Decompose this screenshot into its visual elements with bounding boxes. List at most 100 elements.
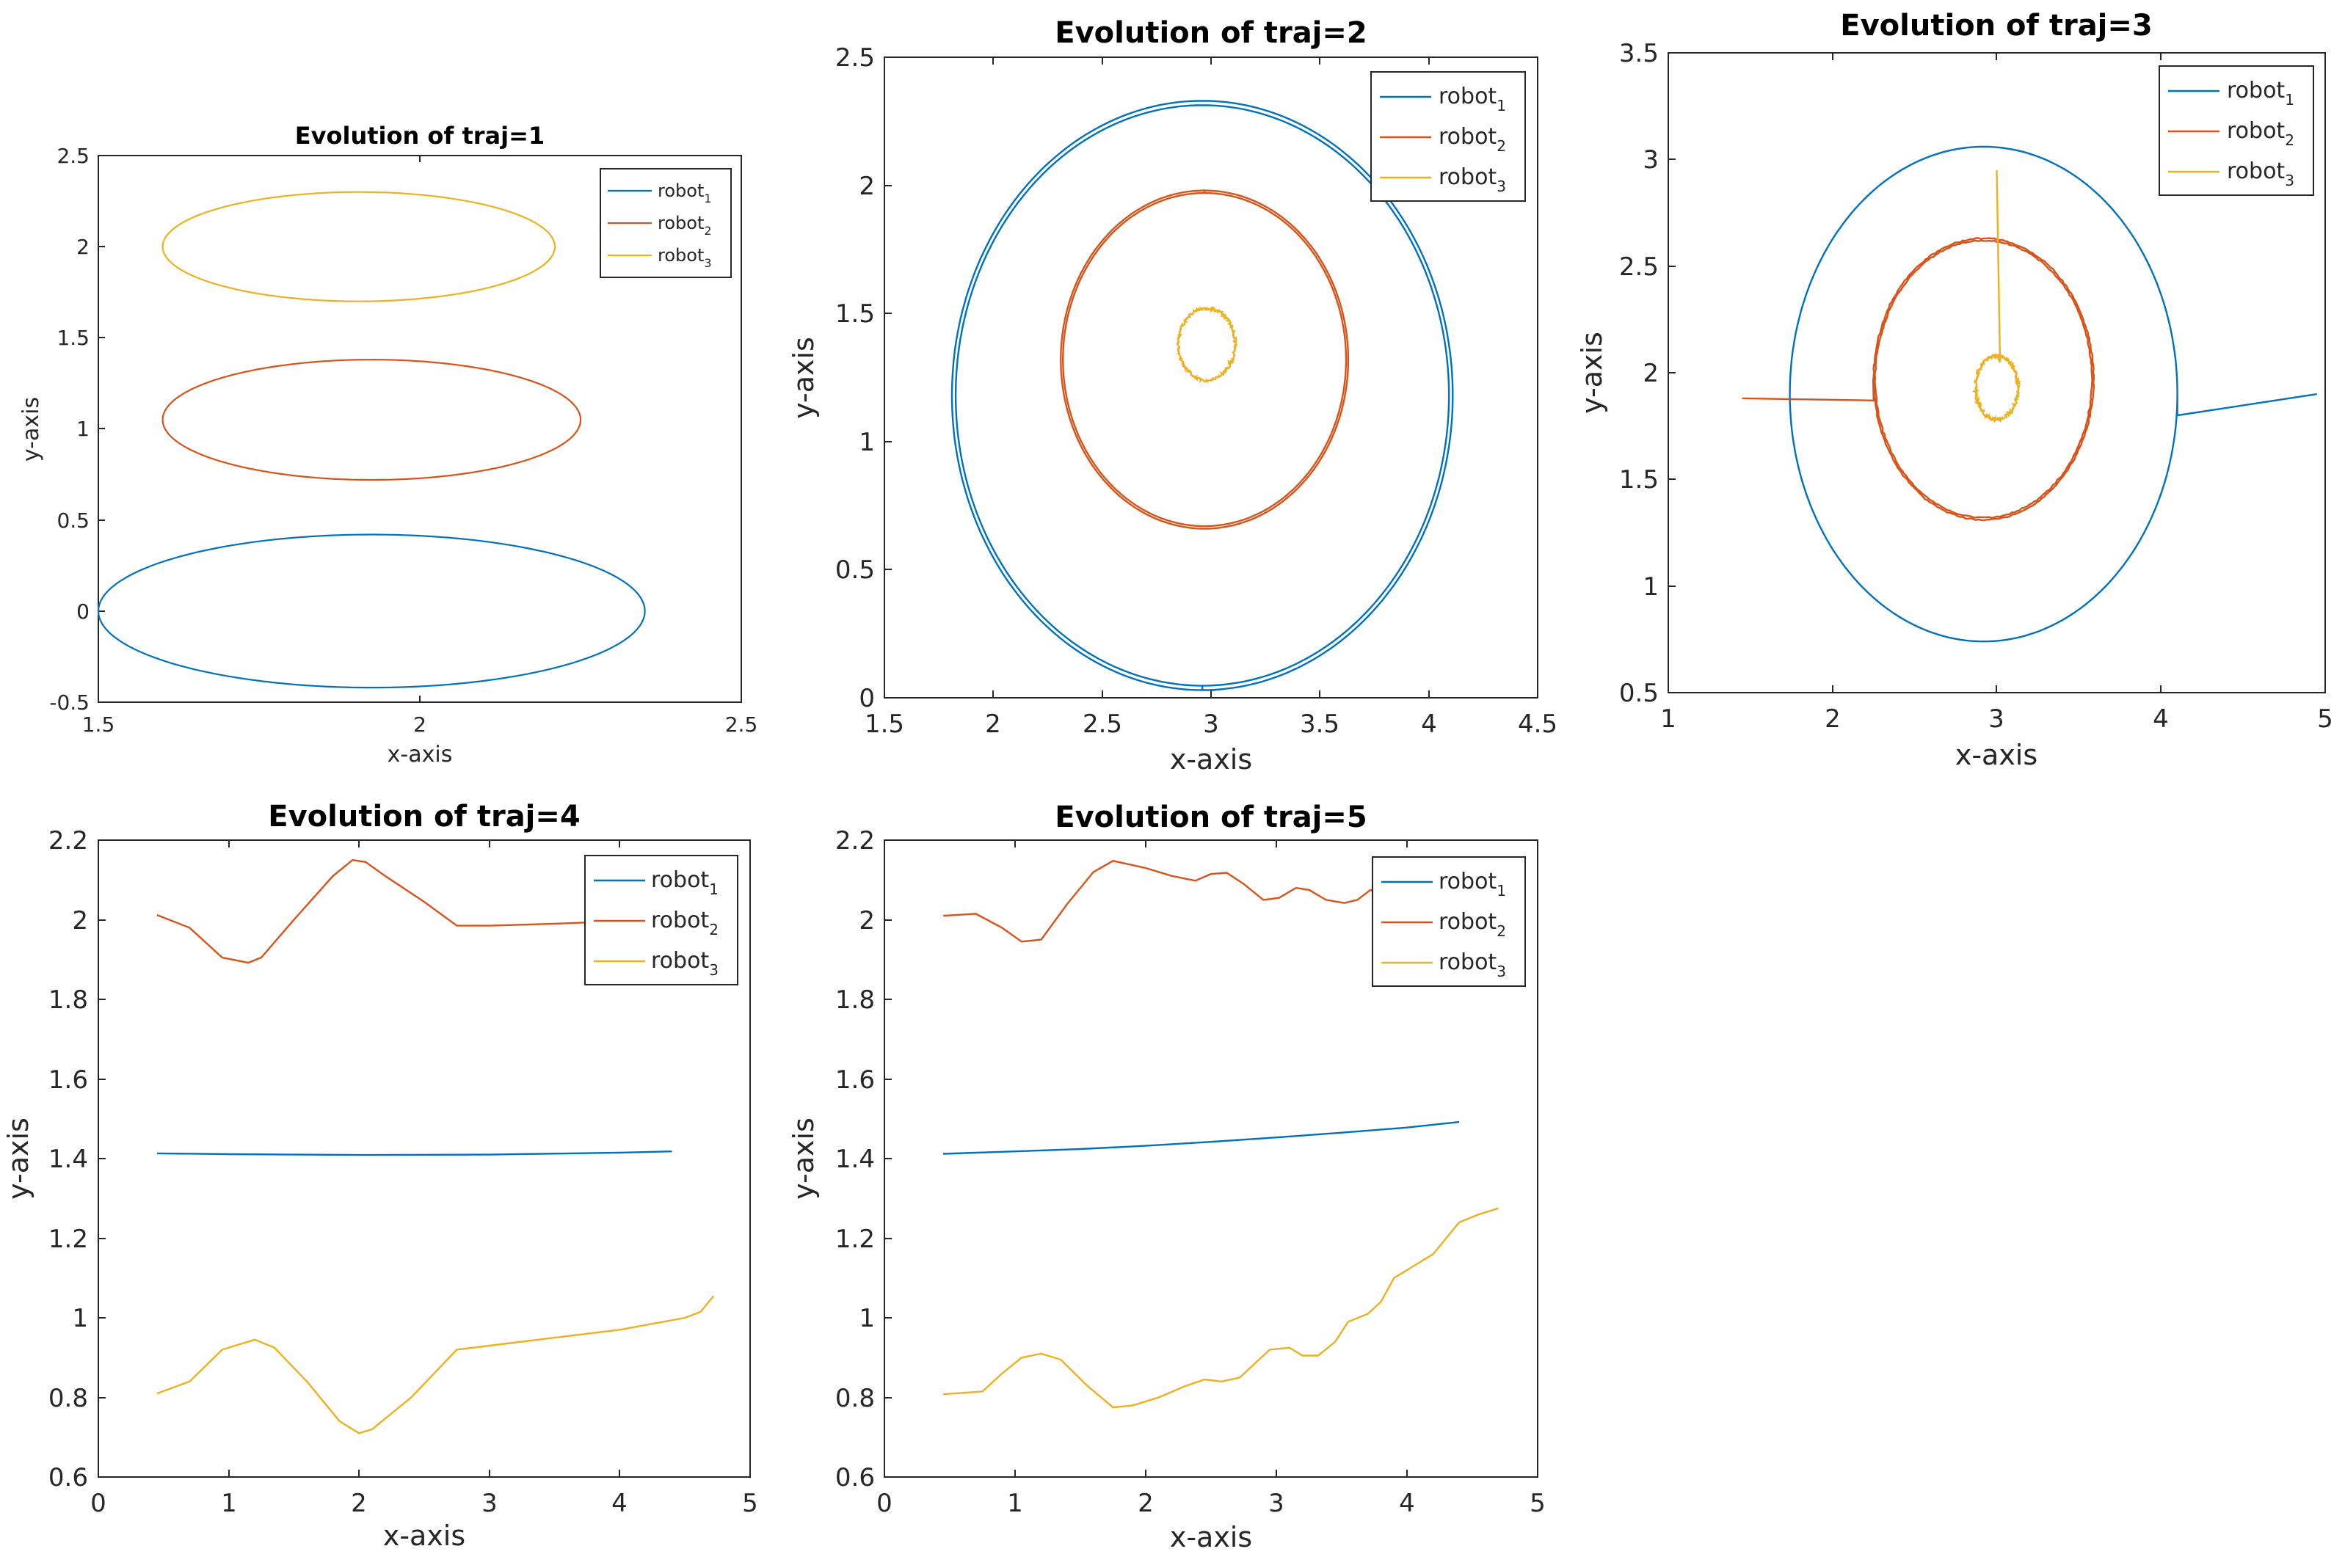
x-tick: 5 xyxy=(1530,840,1546,1518)
x-tick: 5 xyxy=(742,840,758,1518)
y-ticks: -0.5 0 0.5 1 1.5 2 2.5 xyxy=(49,144,105,715)
x-tick-label: 5 xyxy=(1530,1489,1546,1518)
x-tick: 4 xyxy=(1399,840,1415,1518)
legend-base: robot xyxy=(1439,84,1497,109)
x-tick: 2 xyxy=(351,840,367,1518)
y-axis-label: y-axis xyxy=(788,337,820,419)
x-ticks: 1.5 2 2.5 xyxy=(82,156,757,737)
chart-title: Evolution of traj=4 xyxy=(268,800,581,834)
x-tick: 2 xyxy=(1825,53,1841,734)
x-tick: 1 xyxy=(221,840,237,1518)
y-tick-label: 0.6 xyxy=(835,1463,875,1492)
x-tick-label: 4 xyxy=(611,1489,628,1518)
x-tick: 2 xyxy=(413,156,426,737)
y-tick-label: 0 xyxy=(859,684,875,713)
series-line-robot-2 xyxy=(161,358,582,481)
legend: robot1 robot2 robot3 xyxy=(584,855,738,985)
series-line-robot-3 xyxy=(943,1207,1499,1409)
chart-panel-traj2: Evolution of traj=2 y-axis x-axis 1.5 2 … xyxy=(788,16,1557,776)
y-tick-label: 2 xyxy=(72,906,88,936)
legend-sub: 3 xyxy=(1497,963,1506,980)
x-tick-label: 3.5 xyxy=(1300,710,1339,739)
chart-title: Evolution of traj=5 xyxy=(1055,801,1367,834)
chart-title: Evolution of traj=2 xyxy=(1055,16,1367,50)
legend-item-robot-3: robot3 xyxy=(594,948,719,979)
y-tick: 1.2 xyxy=(835,1225,892,1254)
legend-base: robot xyxy=(658,245,704,266)
legend-sub: 3 xyxy=(709,961,719,979)
legend-label: robot3 xyxy=(1439,949,1506,980)
y-tick-label: 1.4 xyxy=(835,1145,875,1174)
series-line-robot-2 xyxy=(1060,189,1350,530)
legend-base: robot xyxy=(1439,909,1497,935)
legend-base: robot xyxy=(2227,78,2285,103)
legend-base: robot xyxy=(658,180,704,201)
series-line-robot-2 xyxy=(943,859,1401,943)
legend-item-robot-3: robot3 xyxy=(608,245,712,270)
x-tick: 3 xyxy=(1203,57,1219,739)
legend-item-robot-2: robot2 xyxy=(1380,124,1506,155)
y-tick-label: 3 xyxy=(1643,145,1659,175)
y-tick: -0.5 xyxy=(49,690,105,715)
legend-sub: 1 xyxy=(2285,91,2294,109)
x-tick-label: 0 xyxy=(876,1489,892,1518)
x-tick: 1.5 xyxy=(82,156,114,737)
y-tick-label: 1 xyxy=(859,1304,875,1333)
y-tick-label: 2.5 xyxy=(1619,252,1659,282)
series-line-robot-1 xyxy=(950,100,1454,691)
legend-sub: 2 xyxy=(709,921,719,938)
x-tick: 2 xyxy=(1138,840,1154,1518)
legend-item-robot-3: robot3 xyxy=(1381,949,1506,980)
legend-base: robot xyxy=(2227,118,2285,144)
y-ticks: 0.5 1 1.5 2 2.5 3 3.5 xyxy=(1619,39,1676,708)
y-tick: 1.8 xyxy=(48,985,106,1015)
series-line-robot-1 xyxy=(97,533,646,689)
y-tick-label: 1.2 xyxy=(48,1225,88,1254)
y-tick: 0 xyxy=(859,684,892,713)
y-tick-label: 1.8 xyxy=(48,985,88,1015)
y-tick: 0.5 xyxy=(57,508,105,533)
legend-sub: 3 xyxy=(704,256,711,270)
x-tick-label: 4 xyxy=(1421,710,1437,739)
legend-base: robot xyxy=(1439,124,1497,150)
y-tick-label: 1 xyxy=(1643,572,1659,602)
x-ticks: 1 2 3 4 5 xyxy=(1660,53,2333,734)
x-tick-label: 0 xyxy=(90,1489,106,1518)
legend-base: robot xyxy=(651,948,709,974)
series-line-robot-3 xyxy=(161,191,556,302)
legend: robot1 robot2 robot3 xyxy=(600,168,732,278)
x-tick-label: 3 xyxy=(1268,1489,1284,1518)
x-tick: 1.5 xyxy=(865,57,904,739)
y-tick-label: 1.2 xyxy=(835,1225,875,1254)
y-tick-label: 2 xyxy=(859,172,875,201)
y-tick: 0.8 xyxy=(48,1384,106,1413)
y-tick: 2 xyxy=(1643,359,1676,388)
x-tick-label: 2 xyxy=(351,1489,367,1518)
y-tick-label: 0.8 xyxy=(48,1384,88,1413)
x-axis-label: x-axis xyxy=(383,1520,465,1552)
y-tick-label: 2.5 xyxy=(57,144,90,168)
x-tick: 2.5 xyxy=(1083,57,1122,739)
y-tick: 2 xyxy=(859,172,892,201)
series-lines xyxy=(1742,145,2317,643)
x-ticks: 0 1 2 3 4 5 xyxy=(90,840,758,1518)
x-tick: 4 xyxy=(2153,53,2169,734)
x-tick: 0 xyxy=(90,840,106,1518)
x-ticks: 1.5 2 2.5 3 3.5 4 4.5 xyxy=(865,57,1557,739)
legend-label: robot3 xyxy=(2227,158,2294,189)
x-axis-label: x-axis xyxy=(1955,739,2037,771)
legend-item-robot-2: robot2 xyxy=(608,213,712,238)
y-tick: 1.2 xyxy=(48,1225,106,1254)
series-line-robot-2 xyxy=(1742,236,2095,522)
series-lines xyxy=(156,858,715,1434)
legend-sub: 3 xyxy=(1497,178,1506,195)
y-tick: 1.8 xyxy=(835,985,892,1015)
legend-sub: 1 xyxy=(704,192,711,205)
y-tick: 2.5 xyxy=(57,144,105,168)
x-tick-label: 4 xyxy=(1399,1489,1415,1518)
y-tick-label: 0 xyxy=(76,599,90,624)
x-tick-label: 2.5 xyxy=(1083,710,1122,739)
legend: robot1 robot2 robot3 xyxy=(1372,856,1526,987)
y-tick: 2 xyxy=(76,235,105,259)
legend-label: robot3 xyxy=(1439,164,1506,195)
